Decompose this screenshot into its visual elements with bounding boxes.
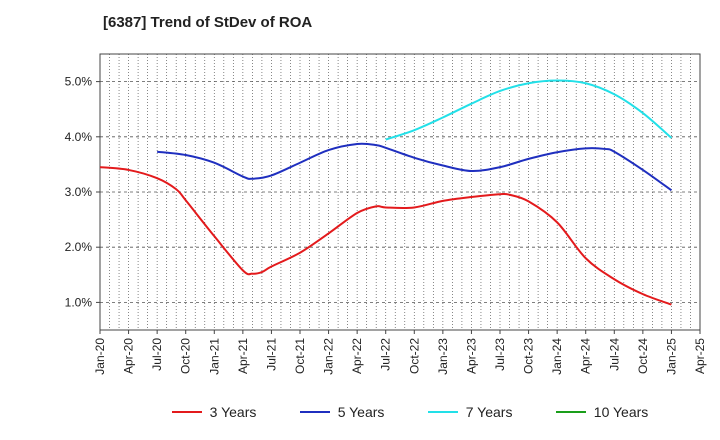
x-tick-label: Jul-22 xyxy=(379,338,393,371)
x-tick-label: Apr-21 xyxy=(236,338,250,374)
x-tick-label: Jan-22 xyxy=(322,338,336,375)
legend-swatch xyxy=(299,411,330,413)
y-tick-label: 4.0% xyxy=(65,130,93,144)
x-tick-label: Oct-22 xyxy=(407,338,421,374)
legend-swatch xyxy=(555,411,586,413)
x-tick-label: Oct-20 xyxy=(179,338,193,374)
legend-label: 7 Years xyxy=(465,404,513,420)
x-tick-label: Apr-23 xyxy=(464,338,478,374)
series-line-5-years xyxy=(157,142,673,192)
x-tick-label: Jan-25 xyxy=(664,338,678,375)
x-tick-label: Jul-21 xyxy=(264,338,278,371)
x-tick-label: Apr-20 xyxy=(122,338,136,374)
series-line-7-years xyxy=(385,79,673,141)
x-tick-label: Oct-24 xyxy=(636,338,650,374)
series-line-3-years xyxy=(99,166,672,306)
legend-swatch xyxy=(171,411,202,413)
legend-swatch xyxy=(427,411,458,413)
legend-item: 10 Years xyxy=(555,404,649,420)
legend-label: 5 Years xyxy=(337,404,385,420)
y-tick-label: 5.0% xyxy=(65,75,93,89)
x-tick-label: Jul-24 xyxy=(607,338,621,371)
legend-item: 3 Years xyxy=(171,404,257,420)
legend-item: 7 Years xyxy=(427,404,513,420)
x-tick-label: Jul-23 xyxy=(493,338,507,371)
x-tick-label: Jan-23 xyxy=(436,338,450,375)
chart-legend: 3 Years 5 Years 7 Years 10 Years xyxy=(150,404,670,420)
x-tick-label: Jan-20 xyxy=(93,338,107,375)
y-tick-label: 3.0% xyxy=(65,185,93,199)
x-tick-label: Jul-20 xyxy=(150,338,164,371)
x-tick-label: Oct-23 xyxy=(522,338,536,374)
x-tick-label: Apr-25 xyxy=(693,338,707,374)
x-tick-label: Apr-22 xyxy=(350,338,364,374)
x-tick-label: Oct-21 xyxy=(293,338,307,374)
legend-item: 5 Years xyxy=(299,404,385,420)
x-tick-label: Apr-24 xyxy=(579,338,593,374)
chart-title: [6387] Trend of StDev of ROA xyxy=(103,14,313,31)
y-tick-label: 1.0% xyxy=(65,295,93,309)
y-tick-label: 2.0% xyxy=(65,240,93,254)
legend-label: 3 Years xyxy=(209,404,257,420)
x-tick-label: Jan-24 xyxy=(550,338,564,375)
x-tick-label: Jan-21 xyxy=(207,338,221,375)
legend-label: 10 Years xyxy=(593,404,649,420)
